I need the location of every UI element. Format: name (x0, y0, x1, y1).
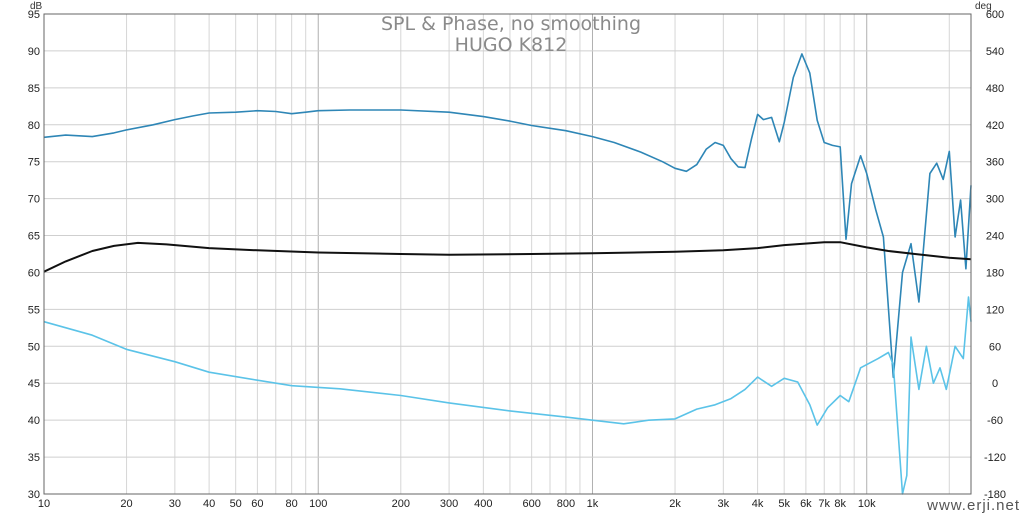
x-tick-label: 10 (38, 498, 50, 510)
x-tick-label: 3k (718, 498, 730, 510)
x-tick-label: 7k (818, 498, 830, 510)
watermark: www.erji.net (926, 497, 1020, 514)
left-y-tick-label: 40 (28, 415, 40, 427)
series-layer (43, 53, 972, 495)
x-tick-label: 40 (203, 498, 215, 510)
chart-title: SPL & Phase, no smoothing (381, 13, 641, 35)
left-y-tick-label: 75 (28, 157, 40, 169)
left-y-tick-label: 95 (28, 9, 40, 21)
x-tick-label: 400 (474, 498, 492, 510)
series-line-2 (43, 296, 972, 495)
x-tick-label: 30 (169, 498, 181, 510)
right-y-tick-label: 420 (986, 120, 1004, 132)
left-y-tick-label: 50 (28, 341, 40, 353)
plot-frame (43, 13, 972, 495)
left-y-tick-label: 60 (28, 267, 40, 279)
series-line-3 (43, 241, 972, 273)
right-y-tick-label: 480 (986, 83, 1004, 95)
x-tick-label: 80 (286, 498, 298, 510)
left-y-tick-label: 90 (28, 46, 40, 58)
left-axis-unit: dB (30, 1, 43, 12)
right-y-tick-label: 60 (989, 341, 1001, 353)
x-tick-labels: 10 20 30 40 50 60 80 100 200 300 400 600 800 1k 2k 3k 4k… (38, 498, 876, 510)
left-y-tick-label: 45 (28, 378, 40, 390)
x-tick-label: 300 (440, 498, 458, 510)
x-tick-label: 10k (858, 498, 876, 510)
chart-subtitle: HUGO K812 (455, 34, 568, 56)
x-tick-label: 5k (778, 498, 790, 510)
right-y-tick-label: 0 (992, 378, 998, 390)
x-tick-label: 4k (752, 498, 764, 510)
left-y-tick-label: 35 (28, 452, 40, 464)
right-axis-unit: deg (975, 1, 992, 12)
left-y-tick-label: 55 (28, 304, 40, 316)
right-y-tick-label: 120 (986, 304, 1004, 316)
x-tick-label: 2k (669, 498, 681, 510)
left-y-tick-labels: 30 35 40 45 50 55 60 65 70 75 80 85 90 95 (28, 9, 40, 501)
x-tick-label: 50 (230, 498, 242, 510)
x-tick-label: 8k (834, 498, 846, 510)
left-y-tick-label: 70 (28, 194, 40, 206)
right-y-tick-label: -60 (987, 415, 1003, 427)
right-y-tick-label: 360 (986, 157, 1004, 169)
right-y-tick-label: 600 (986, 9, 1004, 21)
x-tick-label: 600 (522, 498, 540, 510)
x-tick-label: 1k (587, 498, 599, 510)
right-y-tick-labels: -180 -120 -60 0 60 120 180 240 300 360 420 480 540 60… (984, 9, 1006, 501)
x-tick-label: 6k (800, 498, 812, 510)
right-y-tick-label: -120 (984, 452, 1006, 464)
x-tick-label: 800 (557, 498, 575, 510)
left-y-tick-label: 30 (28, 489, 40, 501)
x-tick-label: 60 (251, 498, 263, 510)
right-y-tick-label: 300 (986, 194, 1004, 206)
x-tick-label: 100 (309, 498, 327, 510)
right-y-tick-label: 540 (986, 46, 1004, 58)
x-tick-label: 20 (120, 498, 132, 510)
x-tick-label: 200 (392, 498, 410, 510)
left-y-tick-label: 85 (28, 83, 40, 95)
left-y-tick-label: 80 (28, 120, 40, 132)
left-y-tick-label: 65 (28, 231, 40, 243)
series-line-1 (43, 53, 972, 379)
right-y-tick-label: 180 (986, 267, 1004, 279)
right-y-tick-label: 240 (986, 231, 1004, 243)
right-y-tick-label: -180 (984, 489, 1006, 501)
